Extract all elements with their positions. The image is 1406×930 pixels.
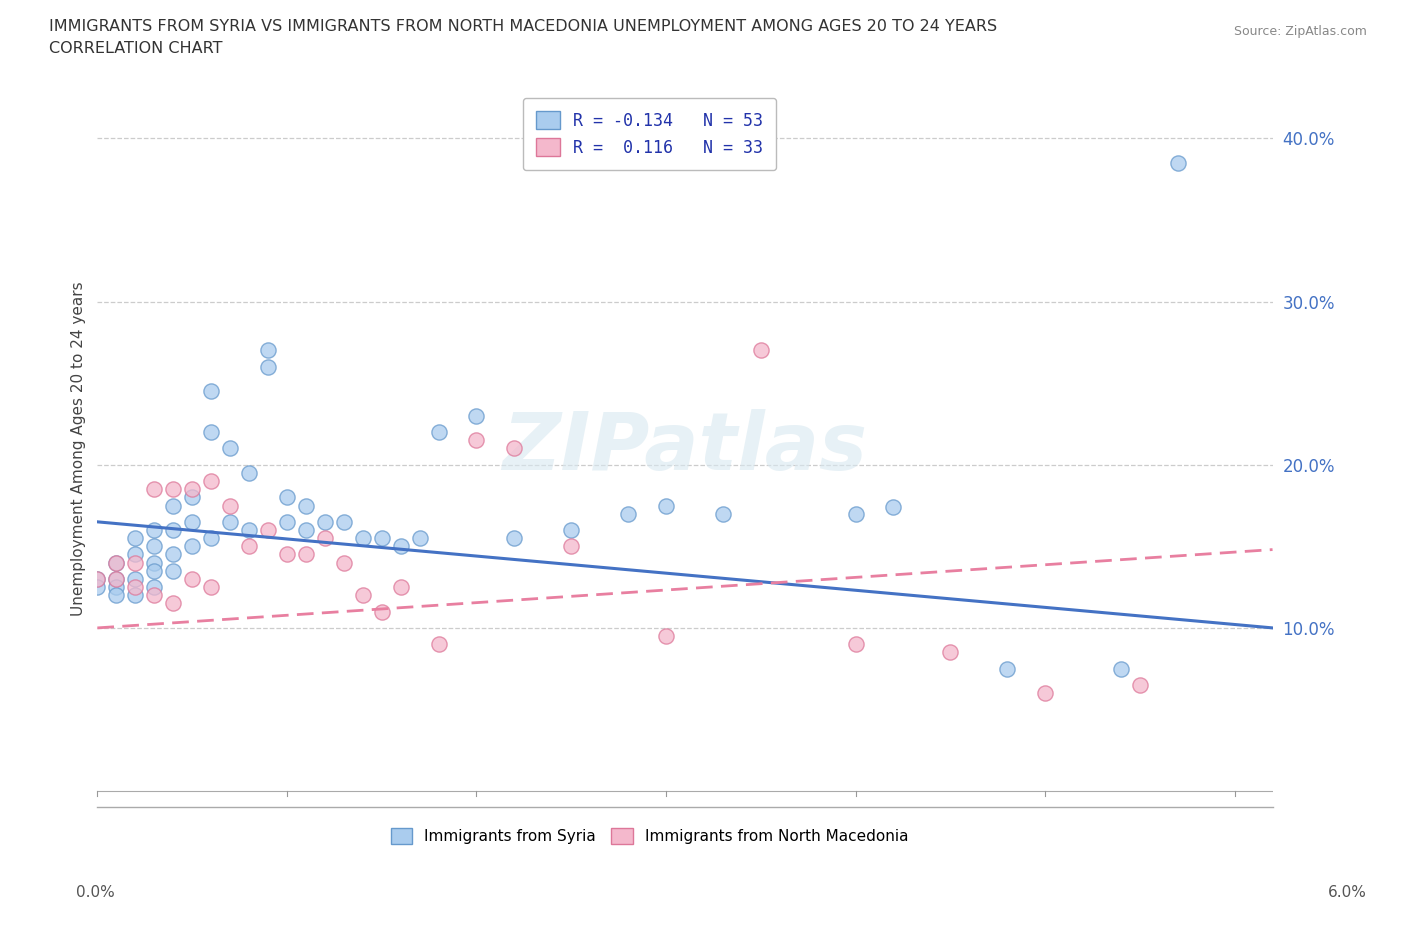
Point	[162, 564, 184, 578]
Point	[332, 514, 354, 529]
Point	[749, 343, 772, 358]
Point	[276, 547, 298, 562]
Y-axis label: Unemployment Among Ages 20 to 24 years: Unemployment Among Ages 20 to 24 years	[72, 281, 86, 616]
Point	[124, 547, 146, 562]
Point	[276, 490, 298, 505]
Point	[238, 465, 260, 480]
Point	[389, 538, 412, 553]
Point	[200, 473, 222, 488]
Point	[314, 514, 336, 529]
Point	[219, 441, 242, 456]
Point	[939, 644, 962, 659]
Point	[105, 572, 128, 587]
Point	[276, 514, 298, 529]
Point	[200, 425, 222, 440]
Point	[238, 538, 260, 553]
Point	[295, 547, 318, 562]
Point	[1109, 661, 1132, 676]
Point	[162, 547, 184, 562]
Point	[427, 637, 450, 652]
Point	[105, 555, 128, 570]
Point	[124, 572, 146, 587]
Text: 0.0%: 0.0%	[76, 885, 115, 900]
Point	[655, 498, 678, 513]
Point	[200, 579, 222, 594]
Point	[882, 499, 904, 514]
Point	[162, 523, 184, 538]
Point	[143, 579, 166, 594]
Point	[181, 572, 204, 587]
Point	[295, 498, 318, 513]
Point	[143, 588, 166, 603]
Legend: Immigrants from Syria, Immigrants from North Macedonia: Immigrants from Syria, Immigrants from N…	[385, 822, 915, 850]
Point	[370, 604, 392, 619]
Point	[1167, 155, 1189, 170]
Point	[295, 523, 318, 538]
Point	[105, 555, 128, 570]
Point	[711, 506, 734, 521]
Point	[181, 482, 204, 497]
Point	[181, 514, 204, 529]
Point	[503, 441, 526, 456]
Point	[105, 572, 128, 587]
Point	[86, 572, 108, 587]
Point	[86, 572, 108, 587]
Point	[143, 523, 166, 538]
Point	[844, 506, 866, 521]
Point	[465, 408, 488, 423]
Text: Source: ZipAtlas.com: Source: ZipAtlas.com	[1233, 25, 1367, 38]
Point	[352, 531, 374, 546]
Point	[257, 359, 280, 374]
Point	[465, 432, 488, 447]
Point	[844, 637, 866, 652]
Point	[332, 555, 354, 570]
Point	[219, 514, 242, 529]
Point	[105, 579, 128, 594]
Point	[181, 490, 204, 505]
Point	[995, 661, 1018, 676]
Point	[617, 506, 640, 521]
Point	[162, 482, 184, 497]
Text: CORRELATION CHART: CORRELATION CHART	[49, 41, 222, 56]
Point	[1033, 685, 1056, 700]
Point	[143, 564, 166, 578]
Text: IMMIGRANTS FROM SYRIA VS IMMIGRANTS FROM NORTH MACEDONIA UNEMPLOYMENT AMONG AGES: IMMIGRANTS FROM SYRIA VS IMMIGRANTS FROM…	[49, 19, 997, 33]
Point	[143, 538, 166, 553]
Point	[408, 531, 430, 546]
Point	[314, 531, 336, 546]
Point	[427, 425, 450, 440]
Point	[124, 579, 146, 594]
Point	[560, 538, 582, 553]
Point	[560, 523, 582, 538]
Point	[238, 523, 260, 538]
Point	[389, 579, 412, 594]
Point	[219, 498, 242, 513]
Text: ZIPatlas: ZIPatlas	[502, 409, 868, 487]
Point	[352, 588, 374, 603]
Point	[257, 343, 280, 358]
Point	[124, 555, 146, 570]
Point	[181, 538, 204, 553]
Point	[143, 555, 166, 570]
Point	[655, 629, 678, 644]
Point	[370, 531, 392, 546]
Point	[257, 523, 280, 538]
Point	[162, 596, 184, 611]
Point	[124, 531, 146, 546]
Point	[105, 588, 128, 603]
Point	[200, 384, 222, 399]
Text: 6.0%: 6.0%	[1327, 885, 1367, 900]
Point	[143, 482, 166, 497]
Point	[1129, 678, 1152, 693]
Point	[200, 531, 222, 546]
Point	[162, 498, 184, 513]
Point	[124, 588, 146, 603]
Point	[503, 531, 526, 546]
Point	[86, 579, 108, 594]
